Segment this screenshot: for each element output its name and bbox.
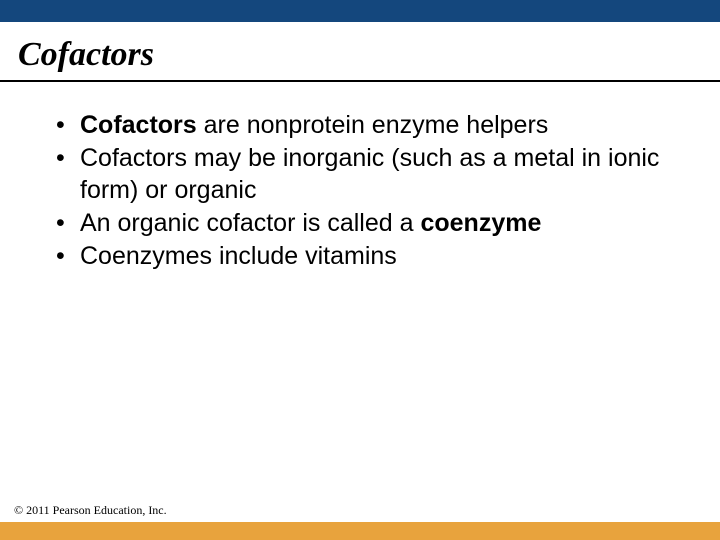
bullet-text-run: Coenzymes include vitamins xyxy=(80,242,397,270)
bullet-text-run: Cofactors xyxy=(80,111,197,139)
bullet-text-run: are nonprotein enzyme helpers xyxy=(197,111,549,139)
bullet-text-run: coenzyme xyxy=(420,209,541,237)
bullet-item: Coenzymes include vitamins xyxy=(56,241,680,272)
header-accent-bar xyxy=(0,0,720,22)
bullet-text-run: An organic cofactor is called a xyxy=(80,209,420,237)
slide-title: Cofactors xyxy=(18,36,154,74)
content-area: Cofactors are nonprotein enzyme helpersC… xyxy=(0,82,720,272)
bullet-list: Cofactors are nonprotein enzyme helpersC… xyxy=(56,110,680,272)
copyright-text: © 2011 Pearson Education, Inc. xyxy=(14,503,167,518)
bullet-item: An organic cofactor is called a coenzyme xyxy=(56,208,680,239)
bullet-text-run: Cofactors may be inorganic (such as a me… xyxy=(80,144,659,203)
title-row: Cofactors xyxy=(0,22,720,80)
bullet-item: Cofactors are nonprotein enzyme helpers xyxy=(56,110,680,141)
footer-accent-bar xyxy=(0,522,720,540)
bullet-item: Cofactors may be inorganic (such as a me… xyxy=(56,143,680,206)
